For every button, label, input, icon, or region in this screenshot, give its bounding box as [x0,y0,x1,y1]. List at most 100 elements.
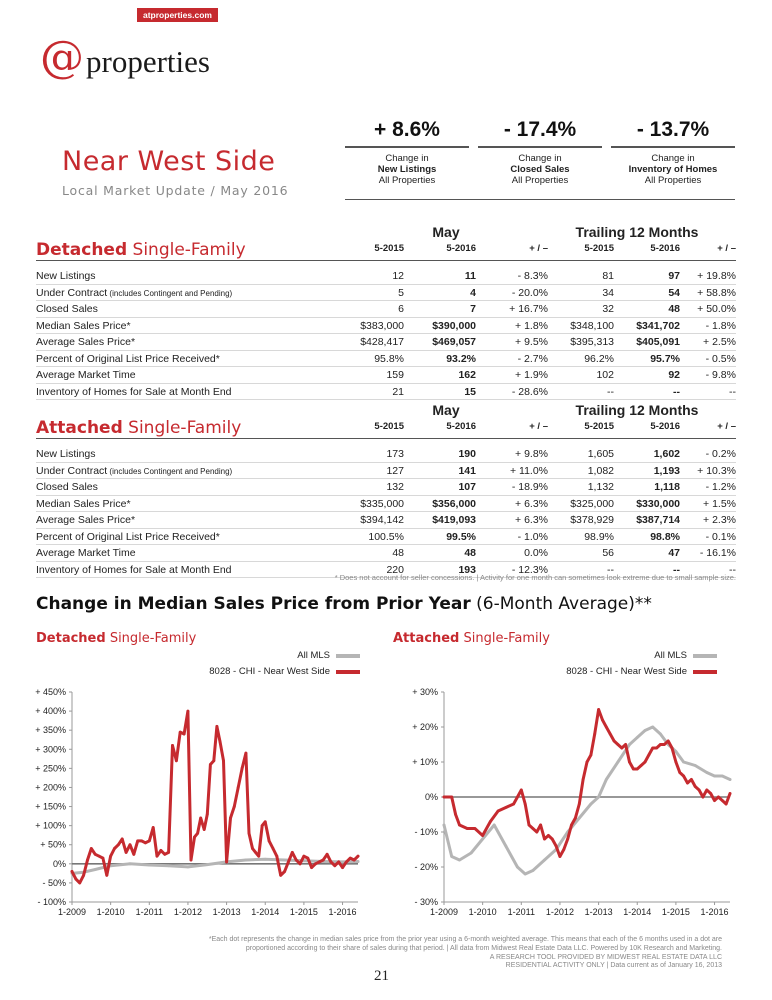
point-local [113,847,116,850]
series-line-all-mls [442,725,732,876]
point-local [682,774,686,778]
point-local [74,877,78,881]
table-row: Inventory of Homes for Sale at Month End… [36,562,736,578]
row-label: Closed Sales [36,303,98,315]
point-all-mls [682,760,686,764]
point-local [693,785,697,788]
point-local [454,813,457,816]
point-all-mls [720,774,724,778]
point-all-mls [577,816,581,820]
y-tick-label: 0% [53,859,66,869]
row-label: Average Market Time [36,369,136,381]
point-local [310,866,314,870]
table-cell: 92 [668,369,680,381]
point-local [458,823,461,827]
point-local [655,746,658,750]
table-cell: 127 [386,464,404,477]
point-local [701,795,705,799]
point-local [257,854,261,858]
col-header: 5-2016 [650,421,680,432]
point-local [82,873,85,877]
point-local [697,788,701,792]
table-cell: $378,929 [570,514,614,526]
point-local [212,759,216,763]
table-body: New Listings 12 11 - 8.3% 81 97 + 19.8% Under C… [36,268,736,400]
series-line-all-mls [70,857,360,875]
point-local [616,743,620,746]
point-local [290,850,294,854]
charts-title-rest: (6-Month Average)** [470,594,652,614]
kpi-value: + 8.6% [345,118,469,148]
kpi-value: - 17.4% [478,118,602,148]
x-tick-label: 1-2016 [701,907,729,917]
table-cell: 162 [458,369,476,381]
table-cell: + 2.5% [703,336,736,348]
point-local [232,805,236,808]
point-local [271,847,275,850]
point-local [562,848,566,851]
point-local [543,837,546,841]
point-local [348,856,352,860]
point-all-mls [341,860,344,864]
point-local [116,843,120,847]
table-cell: - 1.2% [705,481,736,493]
x-tick-label: 1-2010 [469,907,497,917]
table-cell: 141 [458,464,476,477]
point-all-mls [597,795,600,799]
table-cell: 1,602 [653,448,680,460]
table-cell: - 8.3% [517,270,548,282]
table-cell: + 1.8% [515,319,548,332]
point-local [314,862,317,866]
y-tick-label: - 20% [414,862,438,872]
table-row: New Listings 12 11 - 8.3% 81 97 + 19.8% [36,268,736,285]
point-local [263,820,267,824]
table-cell: $383,000 [360,319,404,332]
row-label-text: Average Market Time [36,369,136,381]
point-local [608,732,612,736]
y-tick-label: + 20% [412,722,438,732]
col-header: 5-2016 [446,421,476,432]
chart-title-detached: Detached Single-Family [36,631,196,646]
table-cell: 5 [398,286,404,299]
point-local [720,799,724,802]
row-label-text: Average Sales Price* [36,514,136,526]
chart-title-bold: Attached [393,631,460,646]
page-number: 21 [374,968,389,984]
col-header: 5-2016 [650,243,680,254]
row-label: Under Contract (includes Contingent and … [36,287,232,299]
point-local [317,860,321,864]
legend-all-mls: All MLS [297,650,360,661]
point-local [205,812,209,816]
point-local [275,854,279,858]
point-local [589,753,593,757]
row-label-text: Percent of Original List Price Received* [36,530,220,543]
row-label-text: Average Sales Price* [36,336,136,348]
table-cell: 95.8% [374,352,404,365]
row-label-text: Inventory of Homes for Sale at Month End [36,385,232,398]
row-label: Percent of Original List Price Received* [36,353,220,365]
col-header: 5-2016 [446,243,476,254]
point-local [635,767,639,771]
point-local [329,860,333,864]
point-all-mls [356,860,360,863]
point-local [199,816,203,820]
point-local [186,709,190,713]
point-local [283,870,286,873]
site-url-tag[interactable]: atproperties.com [137,8,218,22]
y-tick-label: - 30% [414,897,438,907]
kpi-new-listings: + 8.6% Change in New Listings All Proper… [345,118,469,186]
legend-local: 8028 - CHI - Near West Side [566,666,717,677]
table-row: Average Market Time 159 162 + 1.9% 102 92 - 9.… [36,367,736,384]
section-title-rest: Single-Family [127,240,246,260]
point-local [93,852,97,856]
point-local [202,828,206,831]
x-tick-label: 1-2014 [623,907,651,917]
point-local [512,802,515,806]
kpi-caption: Change in [518,153,562,164]
point-all-mls [263,857,267,861]
table-cell: 0.0% [524,547,548,559]
table-cell: 48 [668,303,680,315]
point-local [620,746,624,750]
x-tick-label: 1-2016 [329,907,357,917]
table-row: Under Contract (includes Contingent and … [36,285,736,301]
